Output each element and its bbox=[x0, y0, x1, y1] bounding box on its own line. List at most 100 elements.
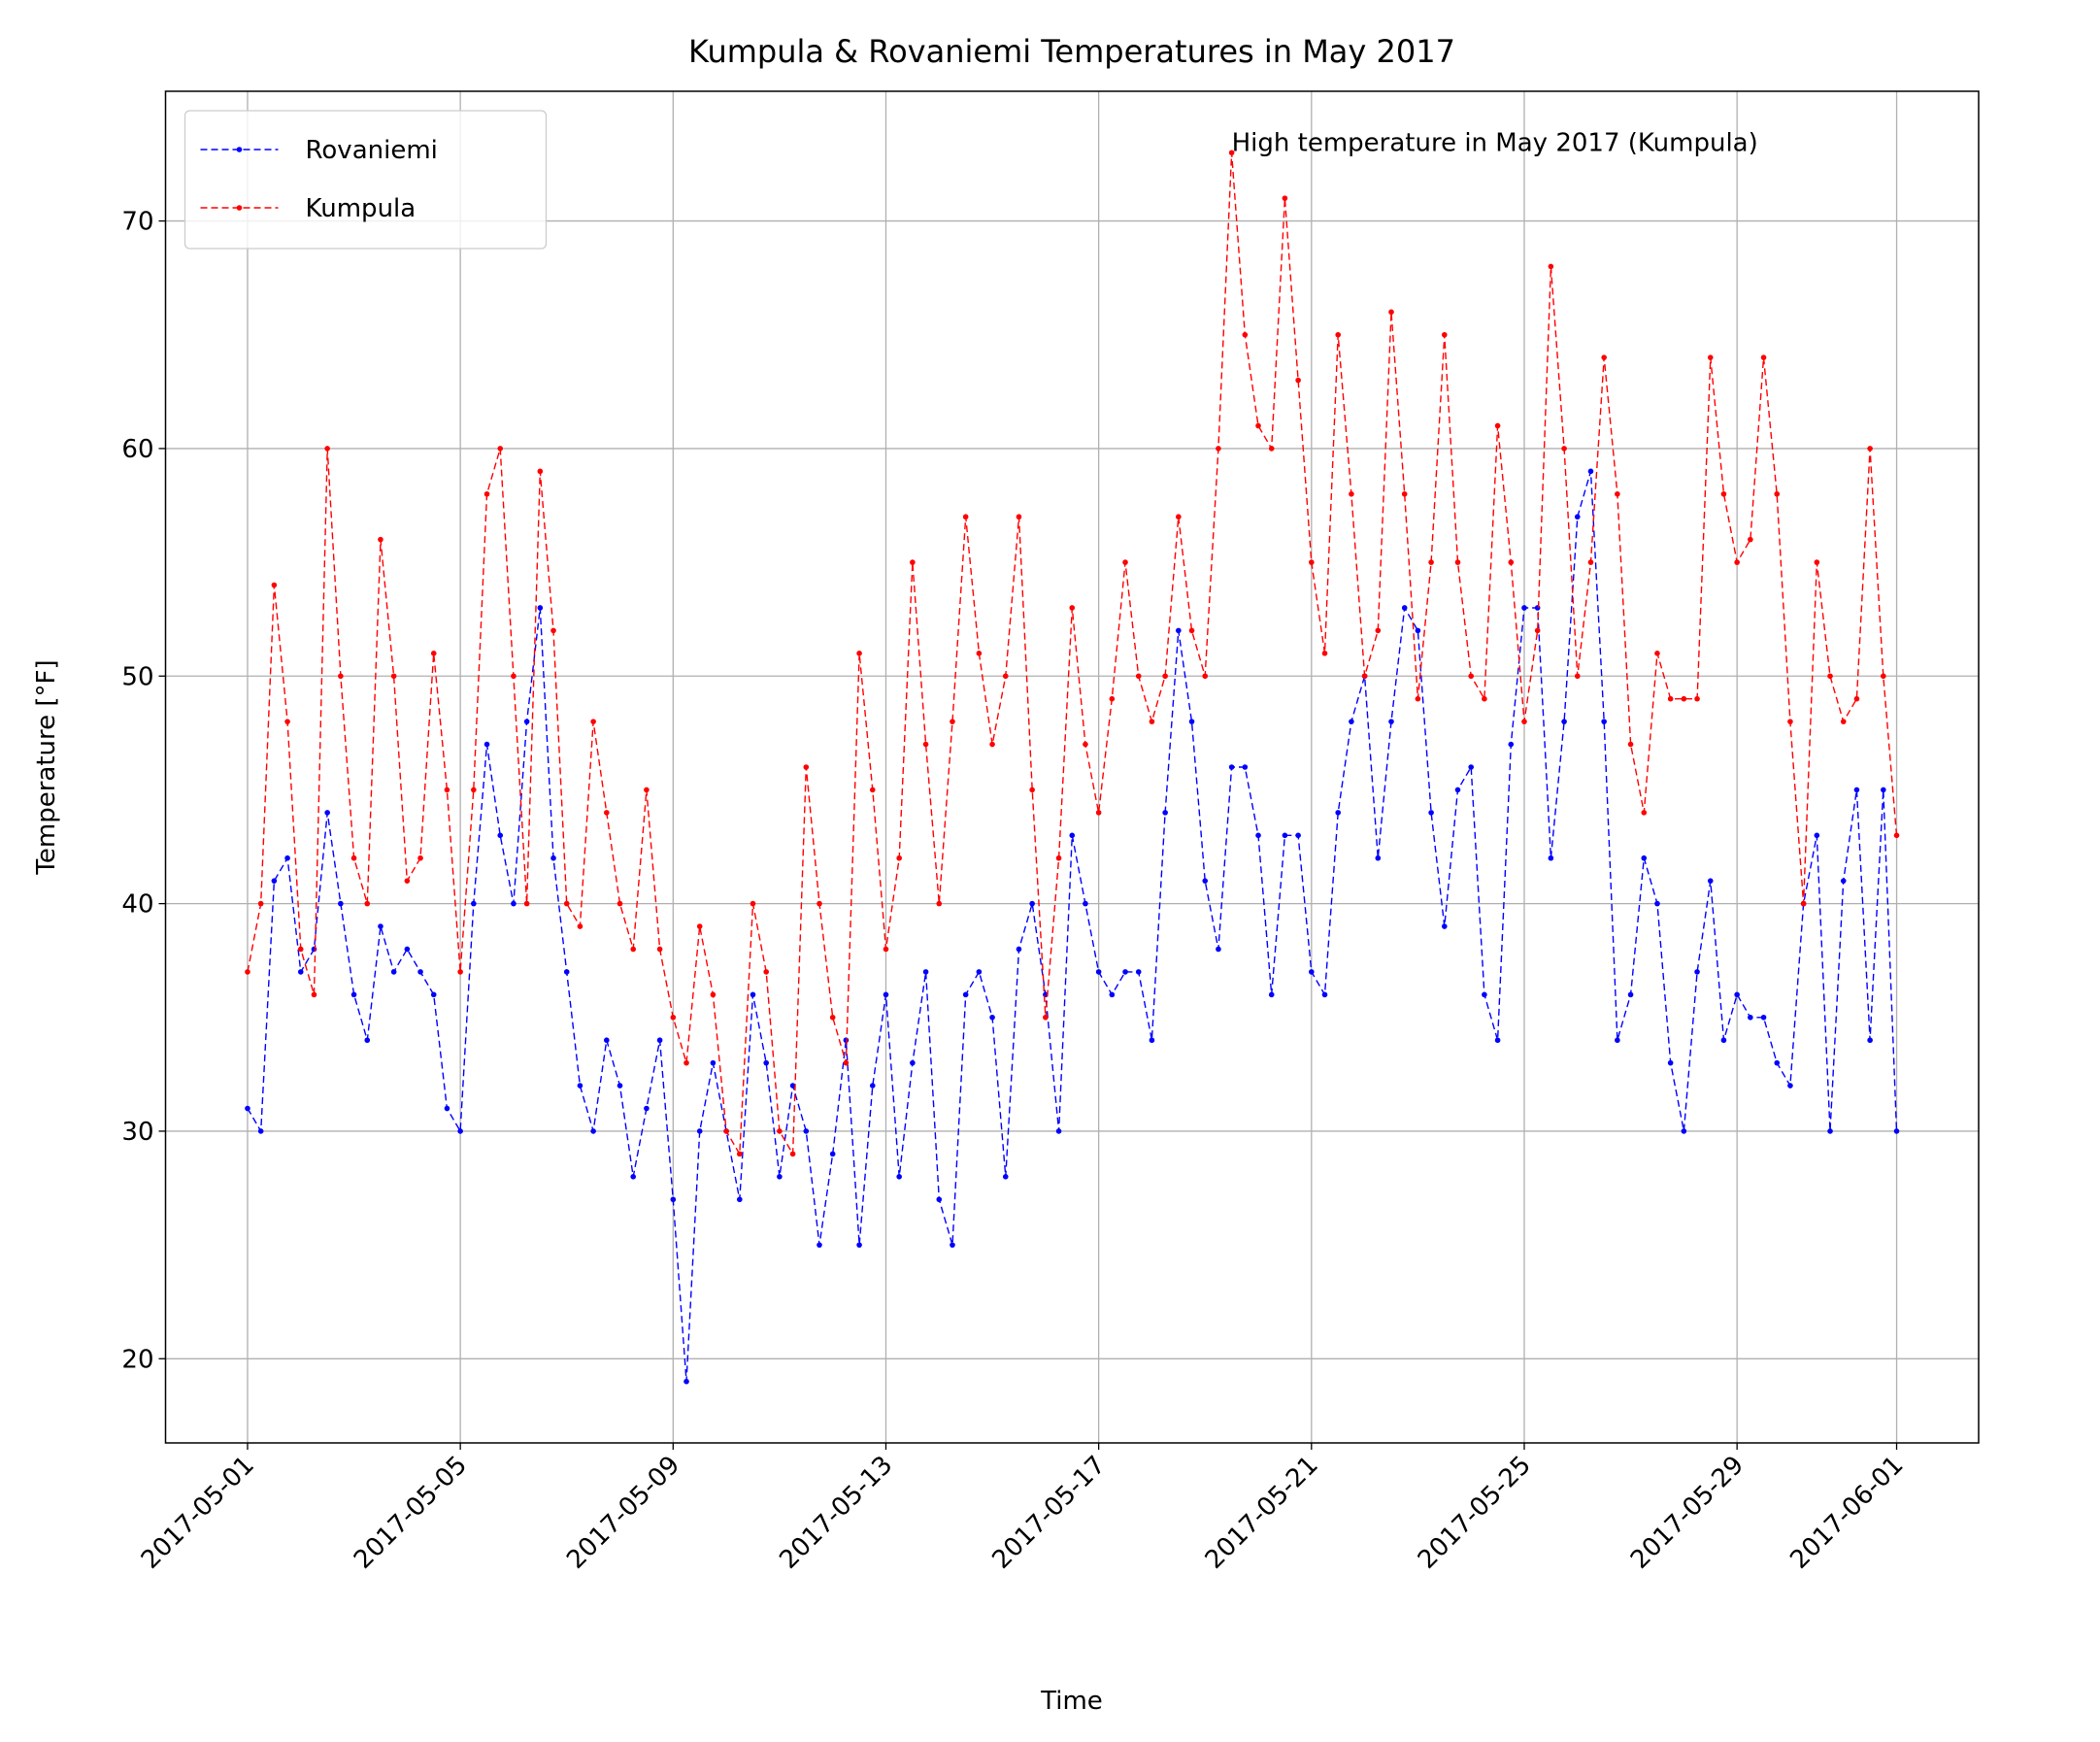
data-point bbox=[710, 1059, 717, 1066]
data-point bbox=[1707, 878, 1714, 884]
data-point bbox=[338, 900, 344, 907]
data-point bbox=[1641, 854, 1648, 861]
data-point bbox=[523, 719, 530, 724]
data-point bbox=[417, 969, 423, 975]
data-point bbox=[1641, 810, 1648, 816]
data-point bbox=[550, 854, 556, 861]
data-point bbox=[962, 991, 969, 998]
data-point bbox=[644, 1105, 650, 1112]
data-point bbox=[1282, 832, 1288, 839]
data-point bbox=[404, 946, 411, 953]
y-tick-label: 20 bbox=[121, 1345, 153, 1374]
data-point bbox=[1321, 651, 1328, 656]
data-point bbox=[656, 946, 663, 953]
data-point bbox=[1016, 946, 1022, 953]
data-point bbox=[896, 854, 902, 861]
data-point bbox=[910, 1059, 916, 1066]
data-point bbox=[271, 878, 278, 884]
data-point bbox=[1242, 331, 1249, 338]
data-point bbox=[1654, 900, 1660, 907]
data-point bbox=[1534, 627, 1541, 634]
data-point bbox=[1494, 1037, 1501, 1044]
data-point bbox=[284, 854, 290, 861]
data-point bbox=[563, 900, 570, 907]
data-point bbox=[1720, 1037, 1727, 1044]
data-point bbox=[777, 1174, 783, 1180]
data-point bbox=[1122, 559, 1128, 565]
data-point bbox=[1349, 490, 1354, 497]
data-point bbox=[311, 991, 317, 998]
data-point bbox=[497, 832, 504, 839]
data-point bbox=[777, 1128, 783, 1134]
data-point bbox=[364, 1037, 371, 1044]
data-point bbox=[1667, 1059, 1674, 1066]
data-point bbox=[736, 1151, 743, 1157]
data-point bbox=[1454, 787, 1461, 793]
data-point bbox=[284, 719, 290, 724]
data-point bbox=[1814, 832, 1820, 839]
data-point bbox=[1375, 627, 1382, 634]
data-point bbox=[1242, 764, 1249, 770]
data-point bbox=[1188, 627, 1195, 634]
data-point bbox=[1029, 787, 1035, 793]
data-point bbox=[670, 1196, 677, 1203]
data-point bbox=[324, 810, 330, 816]
data-point bbox=[1574, 673, 1581, 680]
data-point bbox=[1228, 764, 1235, 770]
data-point bbox=[1827, 1128, 1833, 1134]
data-point bbox=[1548, 263, 1554, 270]
data-point bbox=[1162, 673, 1168, 680]
data-point bbox=[617, 900, 623, 907]
data-point bbox=[656, 1037, 663, 1044]
data-point bbox=[1149, 719, 1155, 724]
data-point bbox=[683, 1378, 689, 1385]
data-point bbox=[1149, 1037, 1155, 1044]
data-point bbox=[257, 1128, 264, 1134]
data-point bbox=[1388, 309, 1394, 316]
data-point bbox=[817, 1242, 822, 1248]
data-point bbox=[1774, 490, 1781, 497]
data-point bbox=[1309, 969, 1315, 975]
legend-label: Kumpula bbox=[306, 194, 417, 223]
data-point bbox=[1561, 719, 1567, 724]
data-point bbox=[1521, 605, 1527, 611]
data-point bbox=[1135, 673, 1142, 680]
data-point bbox=[1734, 991, 1740, 998]
data-point bbox=[390, 969, 397, 975]
data-point bbox=[817, 900, 822, 907]
data-point bbox=[604, 810, 610, 816]
data-point bbox=[789, 1083, 796, 1089]
data-point bbox=[1401, 490, 1408, 497]
data-point bbox=[1853, 787, 1860, 793]
data-point bbox=[1800, 900, 1807, 907]
data-point bbox=[483, 741, 490, 748]
data-point bbox=[390, 673, 397, 680]
data-point bbox=[483, 490, 490, 497]
data-point bbox=[683, 1059, 689, 1066]
data-point bbox=[590, 1128, 596, 1134]
data-point bbox=[750, 900, 756, 907]
data-point bbox=[1109, 695, 1116, 702]
data-point bbox=[257, 900, 264, 907]
data-point bbox=[829, 1151, 836, 1157]
data-point bbox=[617, 1083, 623, 1089]
data-point bbox=[829, 1014, 836, 1021]
data-point bbox=[350, 854, 357, 861]
data-point bbox=[297, 969, 304, 975]
data-point bbox=[311, 946, 317, 953]
data-point bbox=[1840, 878, 1847, 884]
data-point bbox=[856, 1242, 862, 1248]
data-point bbox=[444, 787, 450, 793]
data-point bbox=[1881, 673, 1886, 680]
legend-label: Rovaniemi bbox=[306, 136, 438, 165]
data-point bbox=[1295, 832, 1301, 839]
data-point bbox=[1734, 559, 1740, 565]
data-point bbox=[1867, 1037, 1873, 1044]
data-point bbox=[1002, 1174, 1009, 1180]
data-point bbox=[1441, 923, 1448, 929]
data-point bbox=[696, 1128, 703, 1134]
data-point bbox=[950, 719, 955, 724]
data-point bbox=[1002, 673, 1009, 680]
